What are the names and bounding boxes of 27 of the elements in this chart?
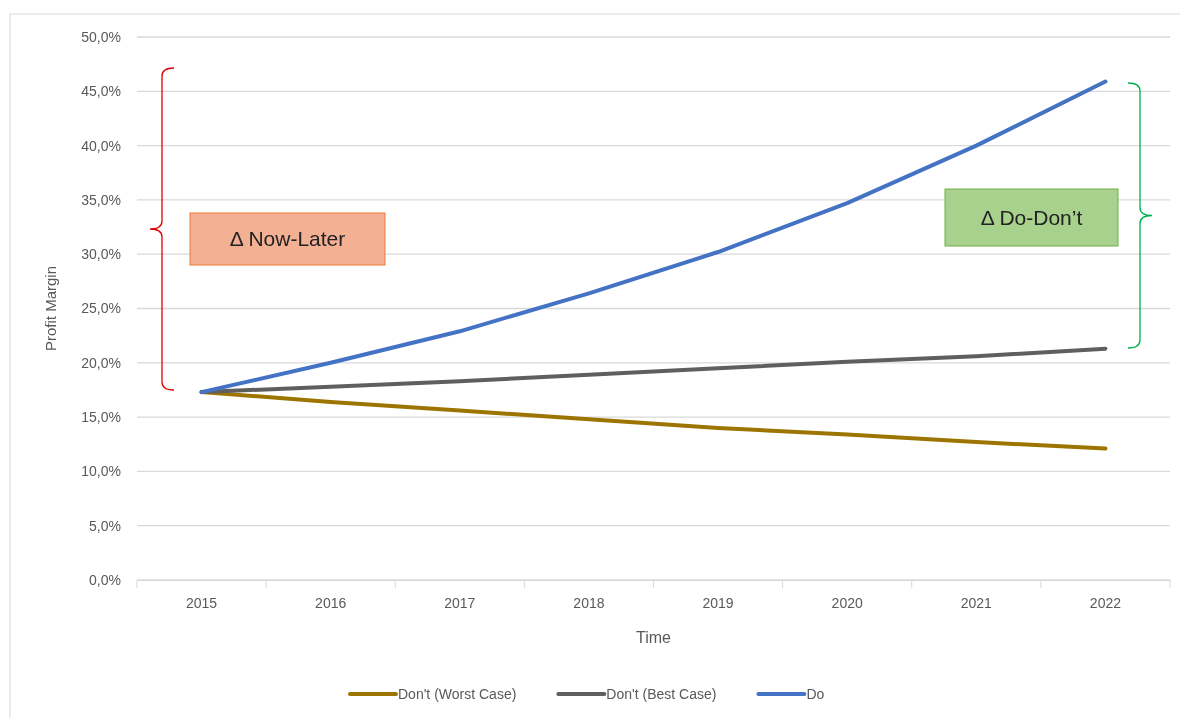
annotation: Δ Do-Don’t: [980, 205, 1083, 229]
x-tick-label: 2016: [315, 594, 347, 611]
x-tick-label: 2020: [831, 594, 863, 611]
annotation: Δ Now-Later: [229, 227, 346, 250]
y-tick-label: 45,0%: [81, 83, 121, 100]
y-tick-label: 5,0%: [89, 517, 121, 534]
legend-label: Do: [806, 686, 825, 702]
line-series: [199, 79, 1108, 395]
y-tick-label: 30,0%: [81, 246, 121, 263]
y-tick-label: 10,0%: [81, 463, 121, 480]
y-axis-title: Profit Margin: [42, 265, 59, 352]
x-axis-title: Time: [636, 629, 672, 646]
y-tick-label: 40,0%: [81, 137, 121, 154]
y-tick-label: 20,0%: [81, 354, 121, 371]
x-tick-label: 2022: [1089, 594, 1122, 611]
y-tick-label: 15,0%: [81, 409, 121, 426]
x-tick-label: 2018: [573, 594, 605, 611]
y-tick-label: 35,0%: [81, 191, 121, 208]
x-tick-label: 2015: [185, 594, 218, 611]
legend-label: Don't (Worst Case): [398, 686, 517, 702]
y-tick-label: 0,0%: [89, 571, 121, 588]
x-tick-label: 2019: [702, 594, 734, 611]
x-tick-label: 2017: [444, 594, 476, 611]
y-tick-label: 25,0%: [81, 300, 121, 317]
y-tick-label: 50,0%: [81, 28, 121, 45]
legend-label: Don't (Best Case): [606, 686, 717, 702]
x-tick-label: 2021: [960, 594, 993, 611]
